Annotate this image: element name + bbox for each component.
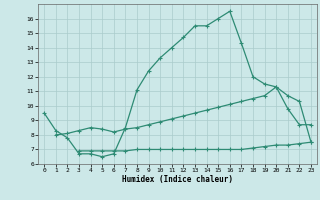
X-axis label: Humidex (Indice chaleur): Humidex (Indice chaleur) bbox=[122, 175, 233, 184]
